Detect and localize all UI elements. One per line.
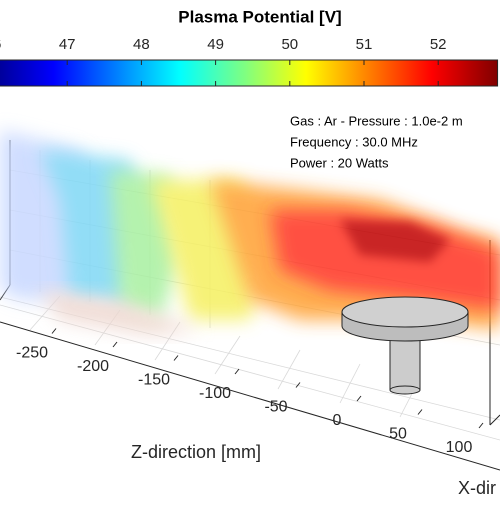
z-tick-label: 100 [446, 439, 473, 456]
annotation: Frequency : 30.0 MHz [290, 134, 418, 149]
colorbar-tick-label: 50 [281, 36, 298, 53]
z-tick [234, 368, 240, 375]
z-tick-label: -200 [77, 358, 109, 375]
z-tick [173, 355, 179, 361]
chart-title: Plasma Potential [V] [178, 7, 341, 26]
z-tick [417, 409, 423, 415]
annotation: Gas : Ar - Pressure : 1.0e-2 m [290, 113, 463, 128]
z-tick-label: 0 [333, 412, 342, 429]
x-axis-label: X-dir [458, 478, 496, 498]
z-tick [478, 422, 484, 429]
colorbar: 46 47 48 49 50 51 52 [0, 36, 499, 87]
z-tick [295, 382, 301, 388]
annotation: Power : 20 Watts [290, 155, 389, 170]
electrode [341, 296, 469, 395]
annotations: Gas : Ar - Pressure : 1.0e-2 m Frequency … [290, 113, 463, 170]
colorbar-tick-label: 47 [59, 36, 76, 53]
z-tick-label: -100 [199, 385, 231, 402]
z-axis: -250 -200 -150 -100 -50 0 50 100 [16, 328, 484, 456]
colorbar-tick-label: 51 [356, 36, 373, 53]
colorbar-tick-label: 48 [133, 36, 150, 53]
z-tick-label: -50 [264, 399, 287, 416]
z-tick [356, 395, 362, 402]
colorbar-scale [0, 59, 499, 87]
z-tick [112, 341, 118, 348]
z-tick-label: -150 [138, 372, 170, 389]
z-tick-label: 50 [389, 426, 407, 443]
surface [0, 130, 500, 335]
colorbar-tick-label: 46 [0, 36, 1, 53]
z-tick-label: -250 [16, 345, 48, 362]
z-axis-label: Z-direction [mm] [131, 442, 261, 462]
colorbar-tick-label: 49 [207, 36, 224, 53]
z-tick [51, 328, 57, 334]
colorbar-tick-label: 52 [430, 36, 447, 53]
